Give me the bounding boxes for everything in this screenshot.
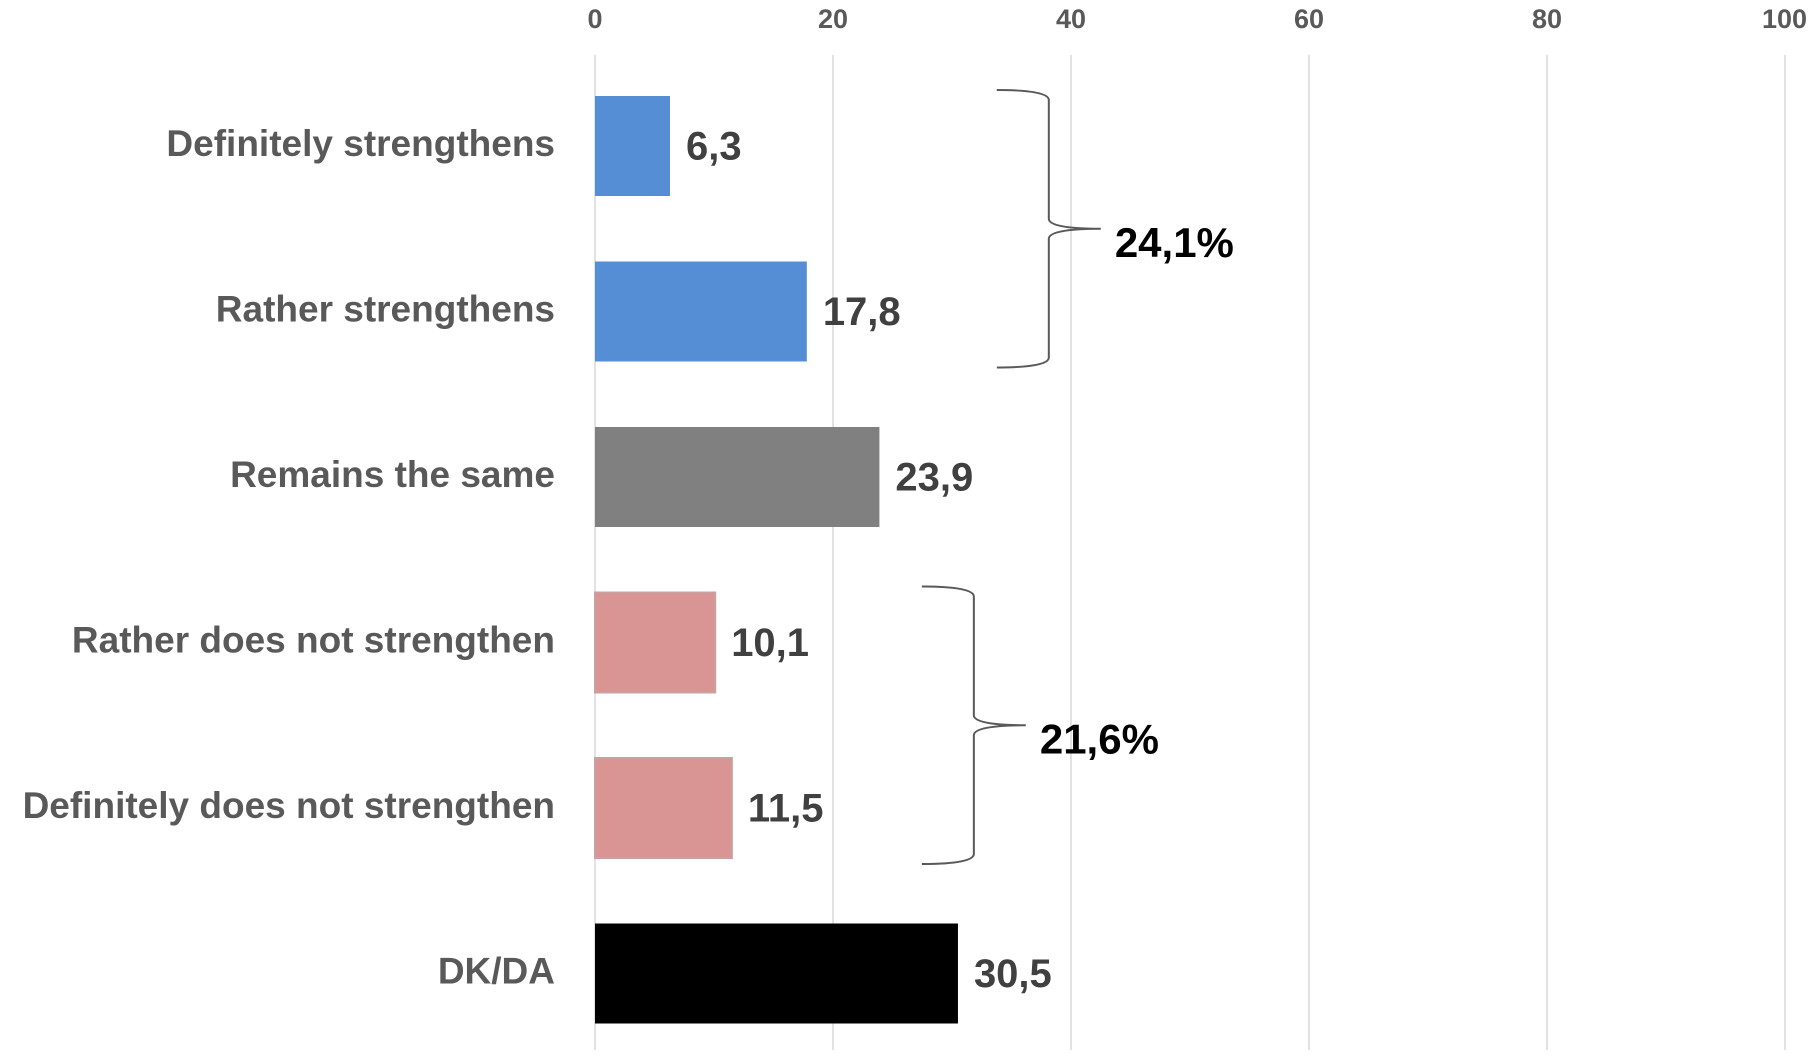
category-label: Definitely does not strengthen	[23, 785, 555, 826]
bar	[595, 261, 807, 362]
bar	[594, 591, 717, 694]
category-label: Rather does not strengthen	[72, 619, 555, 660]
value-label: 17,8	[823, 290, 901, 334]
bar	[595, 923, 958, 1024]
x-tick-label: 80	[1532, 4, 1562, 34]
group-annotations: 24,1% 21,6%	[921, 89, 1234, 865]
x-tick-label: 0	[587, 4, 602, 34]
bar	[595, 96, 670, 196]
group-total-label: 24,1%	[1115, 219, 1234, 266]
bar	[594, 757, 733, 859]
value-labels: 6,3 17,8 23,9 10,1 11,5 30,5	[686, 125, 1052, 997]
bars	[594, 96, 958, 1024]
value-label: 10,1	[731, 621, 809, 665]
category-label: DK/DA	[438, 950, 555, 991]
bar	[595, 427, 880, 527]
x-tick-label: 20	[818, 4, 848, 34]
x-axis-ticks: 0 20 40 60 80 100	[587, 4, 1807, 34]
category-label: Definitely strengthens	[166, 123, 555, 164]
x-tick-label: 60	[1294, 4, 1324, 34]
value-label: 6,3	[686, 125, 742, 169]
value-label: 23,9	[895, 456, 973, 500]
x-tick-label: 40	[1056, 4, 1086, 34]
value-label: 11,5	[748, 787, 824, 831]
group-bracket	[921, 585, 1026, 865]
x-tick-label: 100	[1762, 4, 1807, 34]
value-label: 30,5	[974, 952, 1052, 996]
group-bracket	[996, 89, 1101, 369]
category-label: Rather strengthens	[216, 288, 555, 329]
group-total-label: 21,6%	[1040, 715, 1159, 762]
category-labels: Definitely strengthens Rather strengthens…	[23, 123, 555, 992]
category-label: Remains the same	[230, 454, 555, 495]
gridlines	[594, 55, 1786, 1050]
